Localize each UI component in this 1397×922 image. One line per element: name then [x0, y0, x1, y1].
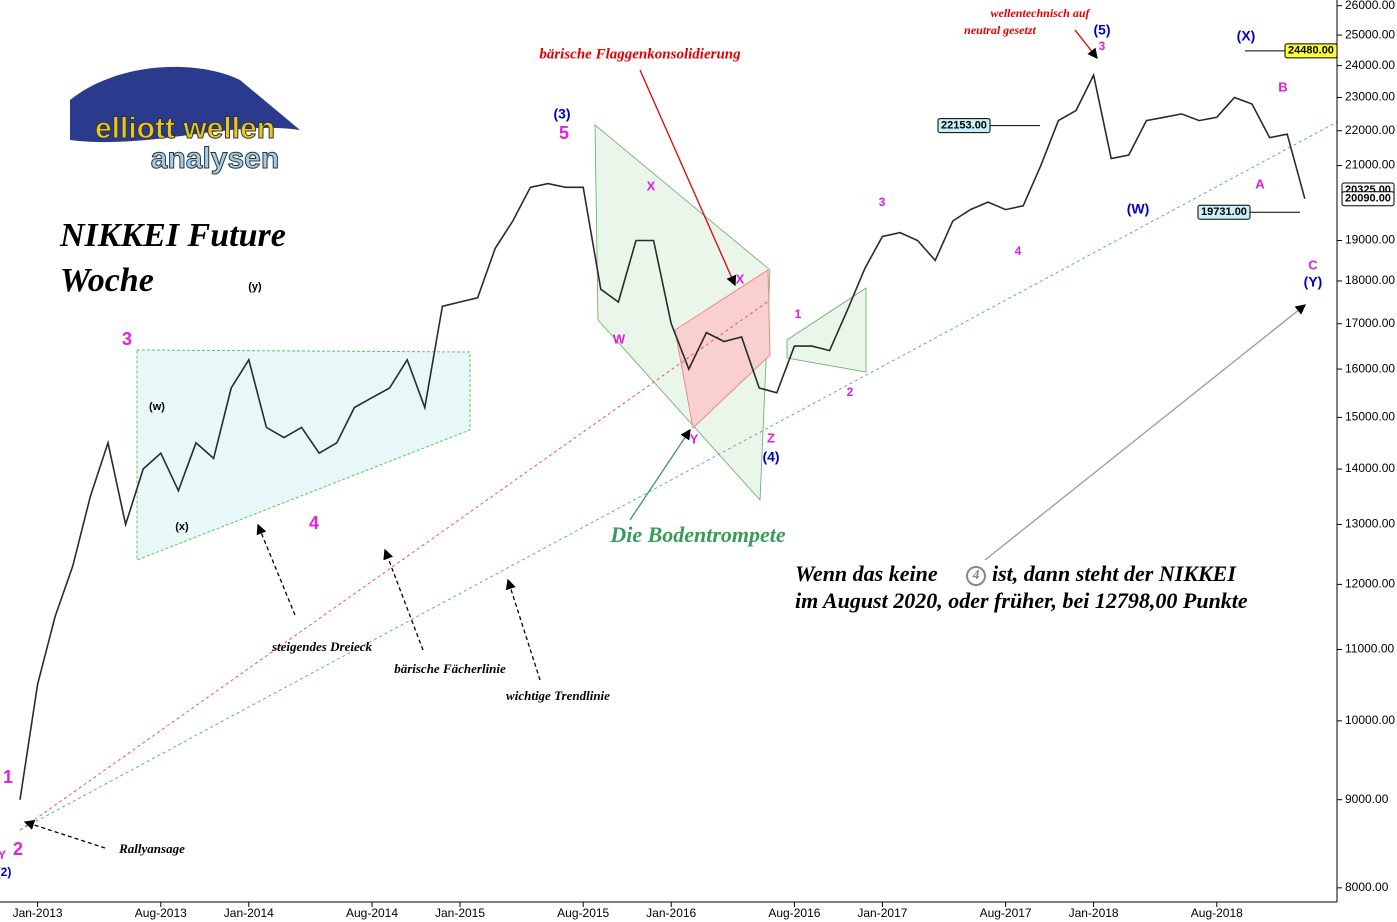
annotation: neutral gesetzt: [964, 23, 1036, 37]
wave-label: (3): [553, 106, 570, 122]
y-tick-label: 14000.00: [1345, 461, 1395, 475]
price-box-label: 19731.00: [1201, 206, 1247, 218]
annotation: Wenn das keine: [795, 561, 938, 586]
y-tick-label: 12000.00: [1345, 577, 1395, 591]
trumpet: [594, 124, 771, 501]
arrow: [1074, 29, 1098, 60]
y-tick-label: 11000.00: [1345, 642, 1394, 656]
annotation: steigendes Dreieck: [271, 639, 373, 654]
price-box-label: 24480.00: [1288, 45, 1334, 57]
y-tick-label: 15000.00: [1345, 410, 1395, 424]
chart-title: NIKKEI Future: [59, 217, 286, 254]
flag: [674, 269, 771, 429]
annotation: 4: [972, 568, 980, 583]
price-box-label: 20090.00: [1345, 193, 1391, 205]
wave-label: (5): [1093, 22, 1110, 38]
wave-label: C: [1308, 257, 1318, 272]
y-tick-label: 21000.00: [1345, 158, 1395, 172]
annotation: im August 2020, oder früher, bei 12798,0…: [795, 588, 1248, 613]
y-tick-label: 18000.00: [1345, 273, 1395, 287]
wave-label: A: [1255, 176, 1265, 191]
x-tick-label: Jan-2013: [13, 906, 63, 920]
arrow: [984, 304, 1307, 561]
wave-label: (2): [0, 865, 11, 879]
wave-label: (y): [248, 281, 262, 293]
price-box: [1341, 191, 1395, 207]
x-tick-label: Aug-2016: [768, 906, 820, 920]
wave-label: 2: [13, 839, 23, 859]
y-tick-label: 13000.00: [1345, 517, 1395, 531]
circle-marker: [966, 566, 986, 586]
wave-label: Y: [0, 848, 6, 862]
wave-label: (Y): [1304, 274, 1323, 290]
wave-label: (W): [1127, 201, 1150, 217]
arrow: [629, 428, 691, 521]
y-tick-label: 22000.00: [1345, 123, 1395, 137]
annotation: bärische Fächerlinie: [394, 661, 506, 676]
wave-label: B: [1278, 79, 1287, 94]
annotation: ist, dann steht der NIKKEI: [992, 561, 1237, 586]
triangle: [136, 349, 471, 561]
annotation: Die Bodentrompete: [609, 522, 786, 547]
arrow: [505, 578, 541, 681]
wave-label: 3: [879, 195, 886, 209]
x-tick-label: Aug-2014: [346, 906, 398, 920]
logo: elliott wellen analysen: [70, 66, 300, 175]
annotation: bärische Flaggenkonsolidierung: [539, 46, 741, 62]
arrow: [639, 69, 737, 287]
wave-label: (X): [1237, 28, 1256, 44]
x-tick-label: Jan-2015: [435, 906, 485, 920]
x-tick-label: Jan-2014: [224, 906, 274, 920]
price-line: [19, 72, 1306, 800]
x-tick-label: Jan-2017: [857, 906, 907, 920]
wave-label: (w): [149, 401, 165, 413]
x-tick-label: Jan-2018: [1069, 906, 1119, 920]
logo-text: analysen: [151, 142, 279, 175]
chart-subtitle: Woche: [60, 262, 154, 299]
wave-label: X: [736, 271, 745, 286]
wave-label: Z: [767, 430, 775, 445]
y-tick-label: 19000.00: [1345, 233, 1395, 247]
y-tick-label: 10000.00: [1345, 713, 1395, 727]
wave-label: 4: [309, 513, 319, 533]
wave-label: (x): [175, 521, 189, 533]
annotation: Rallyansage: [118, 841, 185, 856]
y-tick-label: 24000.00: [1345, 58, 1395, 72]
x-tick-label: Aug-2015: [557, 906, 609, 920]
y-tick-label: 9000.00: [1345, 792, 1389, 806]
wave-label: 5: [559, 123, 569, 143]
arrow: [383, 548, 424, 651]
wave-label: (4): [762, 449, 779, 465]
wave-label: 1: [795, 307, 802, 321]
logo-flag: [70, 66, 300, 143]
x-tick-label: Aug-2013: [135, 906, 187, 920]
x-tick-label: Aug-2018: [1191, 906, 1243, 920]
wave-label: 2: [847, 385, 854, 399]
triangle-small: [786, 287, 867, 373]
annotation: wichtige Trendlinie: [506, 688, 610, 703]
y-tick-label: 8000.00: [1345, 880, 1389, 894]
wave-label: 4: [1015, 244, 1022, 258]
x-tick-label: Aug-2017: [980, 906, 1032, 920]
y-tick-label: 17000.00: [1345, 316, 1395, 330]
wave-label: 3: [1099, 39, 1106, 53]
x-tick-label: Jan-2016: [646, 906, 696, 920]
y-tick-label: 26000.00: [1345, 0, 1395, 12]
price-box-label: 22153.00: [941, 119, 987, 131]
wave-label: 3: [122, 329, 132, 349]
wave-label: X: [647, 178, 656, 193]
arrow: [256, 523, 296, 616]
y-tick-label: 25000.00: [1345, 27, 1395, 41]
y-tick-label: 23000.00: [1345, 90, 1395, 104]
wave-label: Y: [690, 431, 699, 446]
logo-text: elliott wellen: [95, 112, 275, 145]
annotation: wellentechnisch auf: [990, 6, 1090, 20]
y-tick-label: 16000.00: [1345, 361, 1395, 375]
wave-label: W: [613, 331, 626, 346]
arrow: [23, 819, 106, 849]
wave-label: 1: [3, 767, 13, 787]
